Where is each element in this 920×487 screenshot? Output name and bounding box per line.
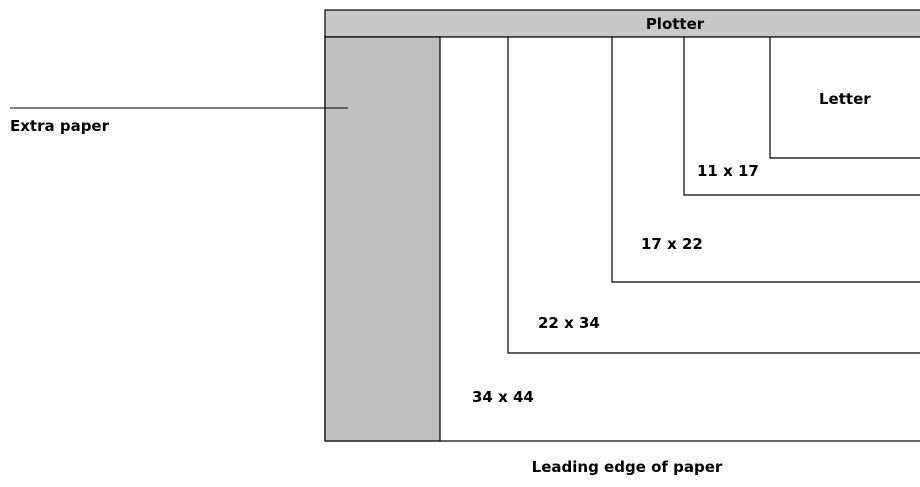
plotter-header-bar xyxy=(324,9,920,38)
size-label-11x17: 11 x 17 xyxy=(697,162,759,180)
outline-letter xyxy=(769,37,920,159)
size-label-34x44: 34 x 44 xyxy=(472,388,534,406)
outline-22x34 xyxy=(507,37,920,354)
outline-17x22 xyxy=(611,37,920,283)
extra-paper-label: Extra paper xyxy=(10,117,110,135)
size-label-17x22: 17 x 22 xyxy=(641,235,703,253)
outline-11x17 xyxy=(683,37,920,196)
plotter-label: Plotter xyxy=(646,15,705,33)
leading-edge-label: Leading edge of paper xyxy=(532,458,723,476)
size-label-letter: Letter xyxy=(819,90,871,108)
extra-paper-strip xyxy=(324,36,441,442)
size-label-22x34: 22 x 34 xyxy=(538,314,600,332)
